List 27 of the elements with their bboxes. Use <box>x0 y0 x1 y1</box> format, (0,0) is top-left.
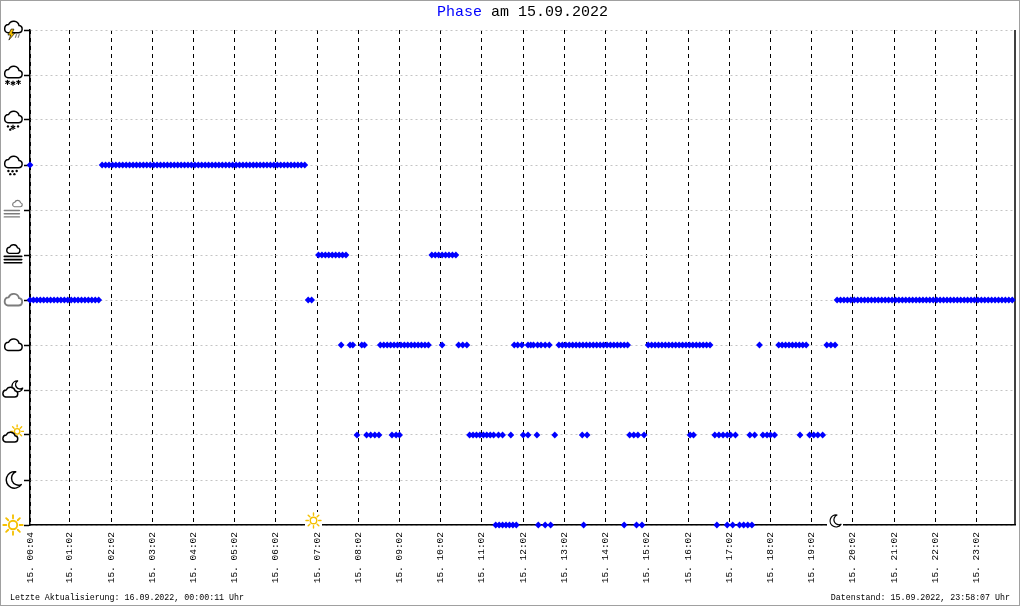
x-tick-label: 15. 01:02 <box>64 531 76 584</box>
x-tick-label: 15. 20:02 <box>847 531 859 584</box>
x-tick-label: 15. 13:02 <box>558 531 570 584</box>
x-tick-label: 15. 00:04 <box>24 531 36 584</box>
chart-title: Phase am 15.09.2022 <box>436 4 609 21</box>
x-tick-label: 15. 22:02 <box>929 531 941 584</box>
x-tick-label: 15. 12:02 <box>517 531 529 584</box>
x-tick-label: 15. 21:02 <box>888 531 900 584</box>
x-tick-label: 15. 06:02 <box>270 531 282 584</box>
text: Letzte Aktualisierung: 16.09.2022, 00:00:11 Uhr <box>10 593 245 603</box>
x-tick-label: 15. 18:02 <box>764 531 776 584</box>
x-tick-label: 15. 15:02 <box>641 531 653 584</box>
x-tick-label: 15. 14:02 <box>600 531 612 584</box>
x-tick-label: 15. 17:02 <box>723 531 735 584</box>
x-tick-label: 15. 04:02 <box>188 531 199 584</box>
x-tick-label: 15. 09:02 <box>394 531 406 584</box>
x-tick-label: 15. 16:02 <box>682 531 694 584</box>
x-tick-label: 15. 10:02 <box>435 531 447 584</box>
x-tick-label: 15. 11:02 <box>476 531 488 584</box>
x-tick-label: 15. 03:02 <box>146 531 158 584</box>
text: Datenstand: 15.09.2022, 23:58:07 Uhr <box>830 593 1010 603</box>
x-tick-label: 15. 02:02 <box>105 531 117 584</box>
x-tick-label: 15. 23:02 <box>971 531 983 584</box>
x-tick-label: 15. 07:02 <box>311 531 323 584</box>
x-tick-label: 15. 08:02 <box>352 531 364 584</box>
x-tick-label: 15. 05:02 <box>229 531 241 584</box>
x-tick-label: 15. 19:02 <box>806 531 818 584</box>
